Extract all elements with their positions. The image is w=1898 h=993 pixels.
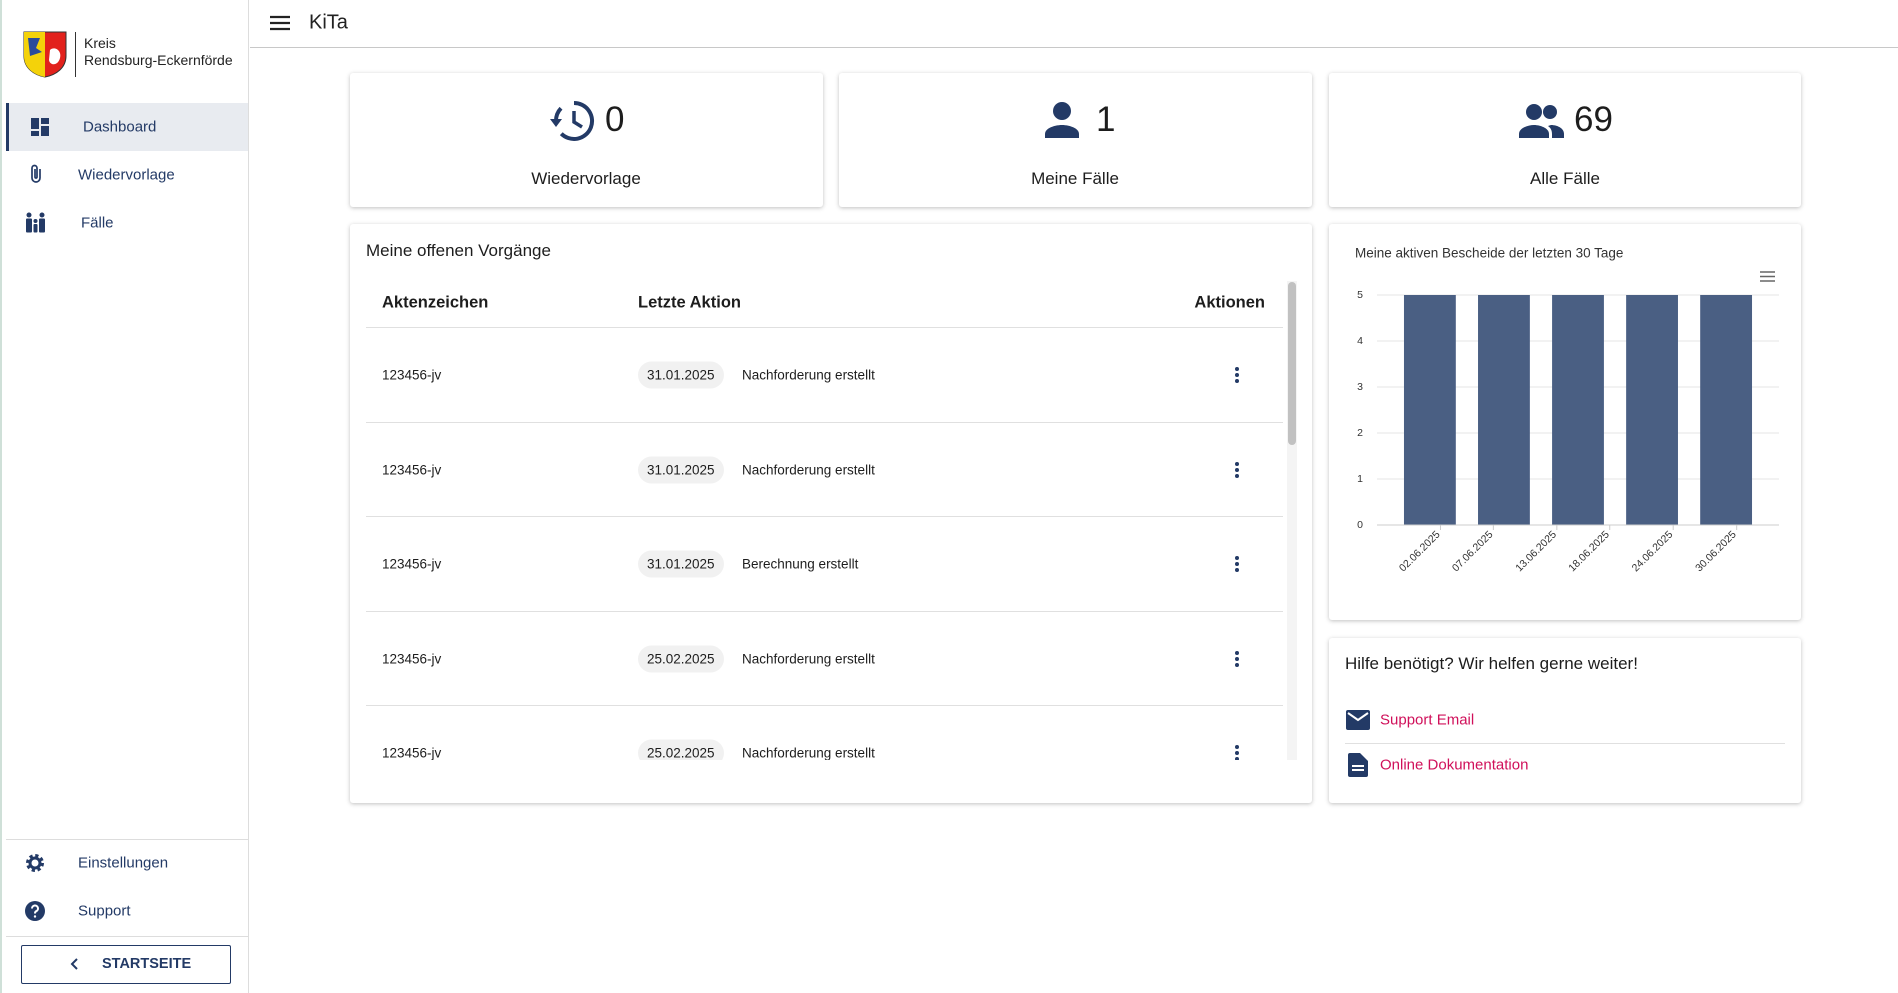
mail-icon (1346, 710, 1370, 730)
stat-label: Alle Fälle (1530, 169, 1600, 188)
person-icon (1045, 102, 1079, 138)
help-icon (25, 901, 45, 921)
bar (1403, 295, 1456, 525)
settings-icon (26, 854, 44, 872)
stat-value: 1 (1096, 100, 1116, 139)
stat-value: 69 (1574, 100, 1613, 139)
sidebar: Kreis Rendsburg-Eckernförde Dashboard Wi… (0, 0, 249, 993)
x-tick-label: 30.06.2025 (1693, 529, 1739, 575)
x-tick-label: 13.06.2025 (1513, 529, 1559, 575)
y-tick-label: 0 (1357, 519, 1363, 531)
logo-divider (75, 32, 76, 77)
action-text: Nachforderung erstellt (742, 462, 875, 478)
action-text: Nachforderung erstellt (742, 745, 875, 760)
stat-card[interactable]: 0 Wiedervorlage (350, 73, 823, 207)
y-tick-label: 2 (1357, 427, 1363, 439)
action-text: Berechnung erstellt (742, 556, 859, 572)
row-menu[interactable] (1234, 555, 1240, 573)
y-tick-label: 1 (1357, 473, 1363, 485)
case-number: 123456-jv (382, 367, 442, 383)
dashboard-icon (31, 118, 49, 136)
x-tick-label: 18.06.2025 (1566, 529, 1612, 575)
help-card: Hilfe benötigt? Wir helfen gerne weiter!… (1329, 638, 1801, 803)
header-divider (366, 327, 1283, 328)
date-chip: 31.01.2025 (638, 550, 724, 578)
stat-label: Wiedervorlage (531, 169, 641, 188)
y-tick-label: 4 (1357, 335, 1363, 347)
table-row[interactable]: 123456-jv 25.02.2025 Nachforderung erstell… (366, 612, 1283, 706)
date-chip: 25.02.2025 (638, 739, 724, 760)
chart-menu[interactable] (1760, 271, 1775, 282)
x-tick-label: 02.06.2025 (1397, 529, 1443, 575)
date-chip: 31.01.2025 (638, 361, 724, 389)
stat-card[interactable]: 1 Meine Fälle (839, 73, 1312, 207)
attach-icon (31, 164, 41, 183)
action-text: Nachforderung erstellt (742, 651, 875, 667)
stat-label: Meine Fälle (1031, 169, 1119, 188)
family-icon (26, 212, 45, 233)
table-title: Meine offenen Vorgänge (366, 241, 551, 260)
history-icon (550, 100, 595, 141)
table-row[interactable]: 123456-jv 31.01.2025 Nachforderung erstell… (366, 423, 1283, 517)
table-body: 123456-jv 31.01.2025 Nachforderung erstell… (366, 328, 1283, 760)
table-card: Meine offenen Vorgänge Aktenzeichen Letz… (350, 224, 1312, 803)
chevron-icon (70, 958, 78, 970)
help-title: Hilfe benötigt? Wir helfen gerne weiter! (1345, 654, 1638, 673)
row-menu[interactable] (1234, 650, 1240, 668)
menu-icon[interactable] (270, 14, 290, 32)
chart-title: Meine aktiven Bescheide der letzten 30 T… (1355, 246, 1623, 261)
column-header: Aktenzeichen (382, 293, 489, 312)
table-row[interactable]: 123456-jv 25.02.2025 Nachforderung erstell… (366, 706, 1283, 760)
case-number: 123456-jv (382, 556, 442, 572)
table-row[interactable]: 123456-jv 31.01.2025 Berechnung erstellt (366, 517, 1283, 612)
scrollbar-track (1287, 281, 1297, 760)
topbar: KiTa (250, 0, 1898, 48)
chart-card: Meine aktiven Bescheide der letzten 30 T… (1329, 224, 1801, 620)
help-link[interactable]: Support Email (1380, 711, 1475, 729)
logo-line: Rendsburg-Eckernförde (84, 52, 233, 68)
bar (1700, 295, 1753, 525)
row-menu[interactable] (1234, 366, 1240, 384)
date-chip: 31.01.2025 (638, 456, 724, 484)
nav-item[interactable]: Einstellungen (78, 854, 169, 872)
stat-card[interactable]: 69 Alle Fälle (1329, 73, 1801, 207)
divider (6, 839, 248, 840)
logo-text: Kreis Rendsburg-Eckernförde (84, 35, 233, 69)
action-text: Nachforderung erstellt (742, 367, 875, 383)
doc-icon (1348, 753, 1368, 777)
y-tick-label: 5 (1357, 289, 1363, 301)
logo (23, 31, 67, 78)
bar (1478, 295, 1530, 525)
startseite-button[interactable]: STARTSEITE (21, 945, 231, 984)
x-tick-label: 24.06.2025 (1630, 529, 1676, 575)
x-tick-label: 07.06.2025 (1450, 529, 1496, 575)
case-number: 123456-jv (382, 745, 442, 760)
bar (1626, 295, 1678, 525)
case-number: 123456-jv (382, 651, 442, 667)
y-tick-label: 3 (1357, 381, 1363, 393)
nav-item[interactable]: Support (78, 902, 131, 920)
nav-item[interactable]: Dashboard (83, 118, 157, 136)
case-number: 123456-jv (382, 462, 442, 478)
bar (1552, 295, 1604, 525)
help-link[interactable]: Online Dokumentation (1380, 756, 1529, 774)
chart: Meine aktiven Bescheide der letzten 30 T… (1355, 246, 1779, 575)
nav-item[interactable]: Fälle (81, 214, 114, 232)
divider (1345, 743, 1785, 744)
column-header: Aktionen (1194, 293, 1265, 312)
stat-value: 0 (605, 100, 625, 139)
group-icon (1519, 104, 1564, 138)
logo-line: Kreis (84, 35, 116, 51)
date-chip: 25.02.2025 (638, 645, 724, 673)
app-title: KiTa (309, 11, 348, 34)
row-menu[interactable] (1234, 744, 1240, 760)
button-label: STARTSEITE (102, 956, 192, 972)
column-header: Letzte Aktion (638, 293, 741, 312)
divider (6, 936, 248, 937)
nav-item[interactable]: Wiedervorlage (78, 166, 175, 184)
scrollbar-thumb[interactable] (1288, 282, 1296, 445)
table-row[interactable]: 123456-jv 31.01.2025 Nachforderung erstell… (366, 328, 1283, 423)
row-menu[interactable] (1234, 461, 1240, 479)
